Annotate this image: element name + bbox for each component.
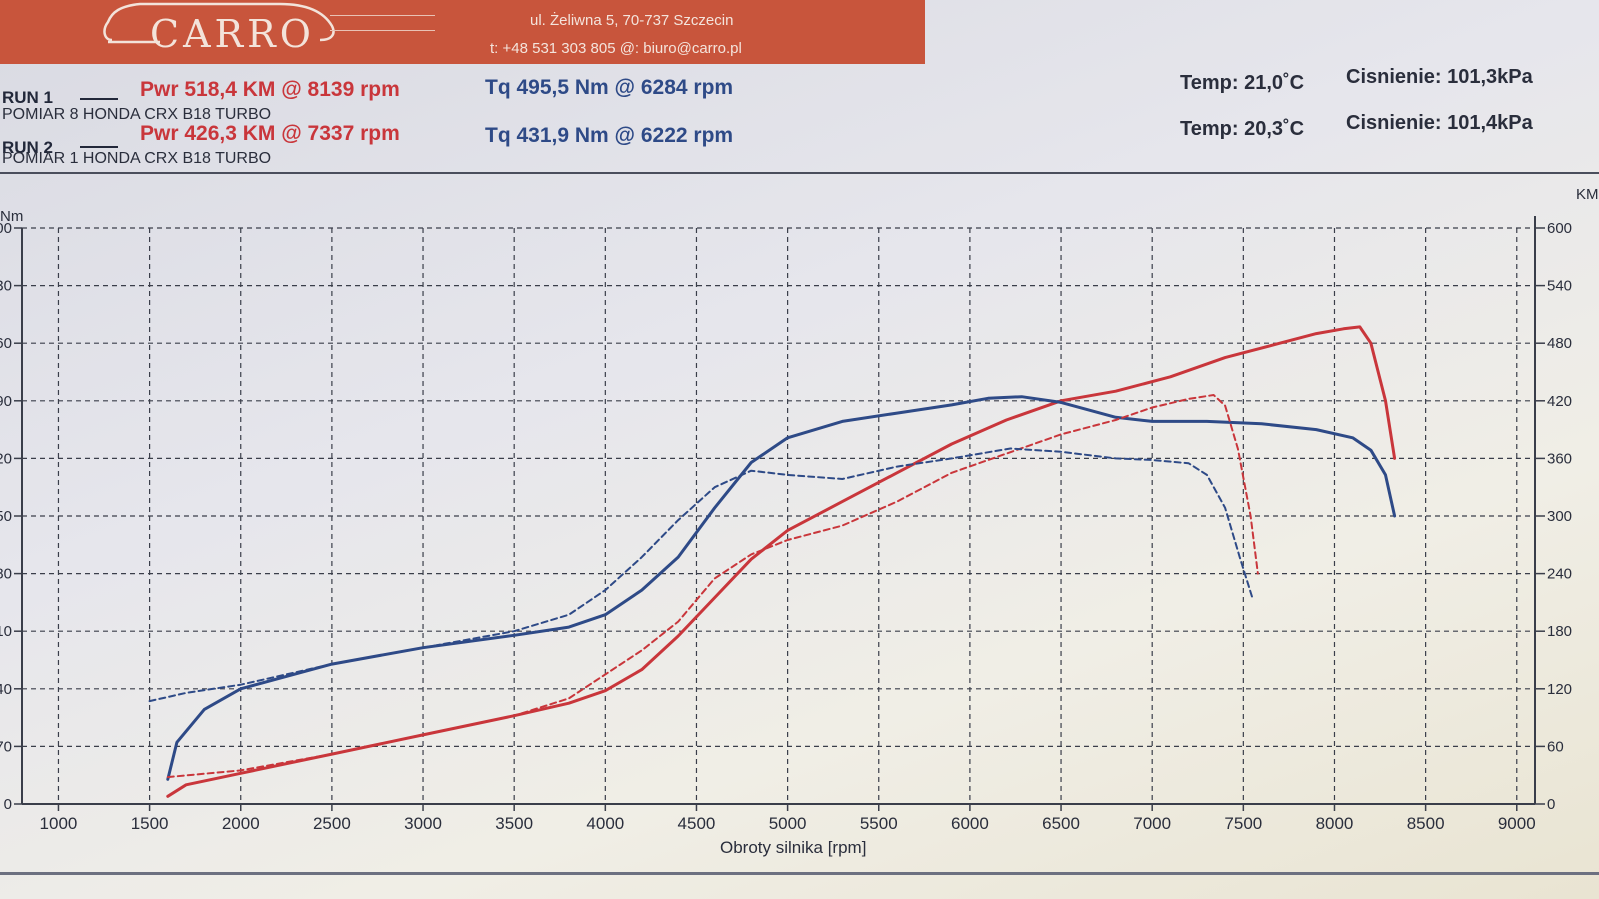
temperature: Temp: 21,0˚C: [1180, 72, 1305, 94]
y-left-tick-label: 560: [0, 335, 12, 352]
y-left-tick-label: 140: [0, 681, 12, 698]
company-address: ul. Żeliwna 5, 70-737 Szczecin: [530, 12, 734, 29]
pressure: Cisnienie: 101,4kPa: [1346, 112, 1533, 134]
y-left-tick-label: 490: [0, 393, 12, 410]
x-axis-title: Obroty silnika [rpm]: [720, 838, 867, 857]
brand-name: CARRO: [150, 12, 315, 56]
run-description: POMIAR 8 HONDA CRX B18 TURBO: [2, 106, 272, 123]
x-tick-label: 7000: [1133, 814, 1171, 833]
torque-peak: Tq 495,5 Nm @ 6284 rpm: [485, 76, 734, 99]
run-description: POMIAR 1 HONDA CRX B18 TURBO: [2, 150, 272, 167]
car-logo-icon: [100, 0, 340, 56]
x-tick-label: 1500: [131, 814, 169, 833]
y-left-tick-label: 700: [0, 220, 12, 237]
x-tick-label: 2500: [313, 814, 351, 833]
x-tick-label: 9000: [1498, 814, 1536, 833]
temperature: Temp: 20,3˚C: [1180, 118, 1305, 140]
run-2-tq-curve: [148, 447, 1254, 703]
header-divider: [330, 30, 435, 31]
x-tick-label: 5500: [860, 814, 898, 833]
run-1-tq-curve: [166, 395, 1397, 781]
run-legend-line: [80, 146, 118, 148]
y-left-tick-label: 630: [0, 278, 12, 295]
y-right-tick-label: 600: [1547, 220, 1572, 237]
run-legend-line: [80, 98, 118, 100]
run-1-pwr-curve: [166, 325, 1397, 798]
y-right-tick-label: 300: [1547, 508, 1572, 525]
run-label: RUN 1: [2, 88, 54, 107]
y-right-tick-label: 120: [1547, 681, 1572, 698]
torque-peak: Tq 431,9 Nm @ 6222 rpm: [485, 124, 734, 147]
y-left-tick-label: 210: [0, 623, 12, 640]
y-left-tick-label: 0: [4, 796, 12, 813]
x-tick-label: 6000: [951, 814, 989, 833]
y-axis-right-title: KM: [1576, 186, 1599, 203]
run-label: RUN 2: [2, 138, 54, 157]
y-left-tick-label: 70: [0, 738, 12, 755]
power-peak: Pwr 518,4 KM @ 8139 rpm: [140, 78, 400, 101]
x-tick-label: 7500: [1224, 814, 1262, 833]
y-right-tick-label: 60: [1547, 738, 1564, 755]
pressure: Cisnienie: 101,3kPa: [1346, 66, 1533, 88]
x-tick-label: 8500: [1407, 814, 1445, 833]
footer-rule: [0, 872, 1599, 875]
run-2-pwr-curve: [166, 394, 1259, 779]
y-right-tick-label: 480: [1547, 335, 1572, 352]
x-tick-label: 3000: [404, 814, 442, 833]
x-tick-label: 3500: [495, 814, 533, 833]
x-tick-label: 1000: [40, 814, 78, 833]
y-right-tick-label: 0: [1547, 796, 1555, 813]
y-right-tick-label: 180: [1547, 623, 1572, 640]
x-tick-label: 5000: [769, 814, 807, 833]
x-tick-label: 6500: [1042, 814, 1080, 833]
y-right-tick-label: 360: [1547, 450, 1572, 467]
y-right-tick-label: 420: [1547, 393, 1572, 410]
x-tick-label: 8000: [1316, 814, 1354, 833]
y-left-tick-label: 280: [0, 566, 12, 583]
company-contact: t: +48 531 303 805 @: biuro@carro.pl: [490, 40, 742, 57]
power-peak: Pwr 426,3 KM @ 7337 rpm: [140, 122, 400, 145]
y-axis-left-title: Nm: [0, 208, 24, 225]
header-rule: [0, 172, 1599, 174]
y-right-tick-label: 540: [1547, 278, 1572, 295]
x-tick-label: 4000: [586, 814, 624, 833]
y-right-tick-label: 240: [1547, 566, 1572, 583]
header-banner: [0, 0, 925, 64]
x-tick-label: 4500: [678, 814, 716, 833]
y-left-tick-label: 420: [0, 450, 12, 467]
x-tick-label: 2000: [222, 814, 260, 833]
y-left-tick-label: 350: [0, 508, 12, 525]
header-divider: [330, 15, 435, 16]
